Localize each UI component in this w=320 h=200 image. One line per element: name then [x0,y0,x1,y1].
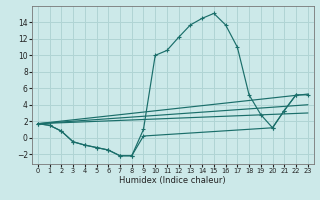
X-axis label: Humidex (Indice chaleur): Humidex (Indice chaleur) [119,176,226,185]
